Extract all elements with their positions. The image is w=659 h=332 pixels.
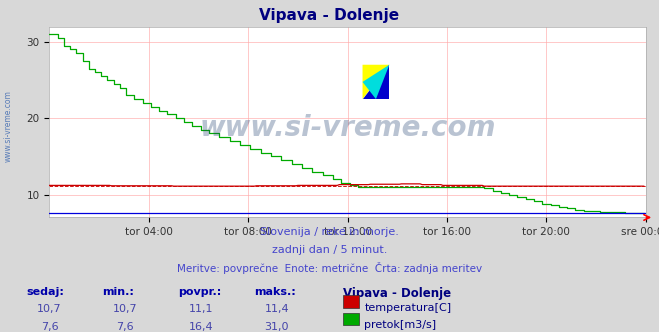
Text: 16,4: 16,4 [188,322,214,332]
Polygon shape [362,65,389,99]
Text: www.si-vreme.com: www.si-vreme.com [200,114,496,142]
Text: Slovenija / reke in morje.: Slovenija / reke in morje. [260,227,399,237]
Text: Meritve: povprečne  Enote: metrične  Črta: zadnja meritev: Meritve: povprečne Enote: metrične Črta:… [177,262,482,274]
Polygon shape [362,65,389,99]
Text: 7,6: 7,6 [41,322,58,332]
Text: Vipava - Dolenje: Vipava - Dolenje [260,8,399,23]
Text: www.si-vreme.com: www.si-vreme.com [3,90,13,162]
Text: 31,0: 31,0 [264,322,289,332]
Text: povpr.:: povpr.: [178,287,221,297]
Text: pretok[m3/s]: pretok[m3/s] [364,320,436,330]
Text: Vipava - Dolenje: Vipava - Dolenje [343,287,451,300]
Text: temperatura[C]: temperatura[C] [364,303,451,313]
Polygon shape [362,65,389,99]
Text: 10,7: 10,7 [37,304,62,314]
Text: min.:: min.: [102,287,134,297]
Text: sedaj:: sedaj: [26,287,64,297]
Text: zadnji dan / 5 minut.: zadnji dan / 5 minut. [272,245,387,255]
Text: 11,1: 11,1 [188,304,214,314]
Text: maks.:: maks.: [254,287,295,297]
Text: 10,7: 10,7 [113,304,138,314]
Text: 11,4: 11,4 [264,304,289,314]
Text: 7,6: 7,6 [117,322,134,332]
